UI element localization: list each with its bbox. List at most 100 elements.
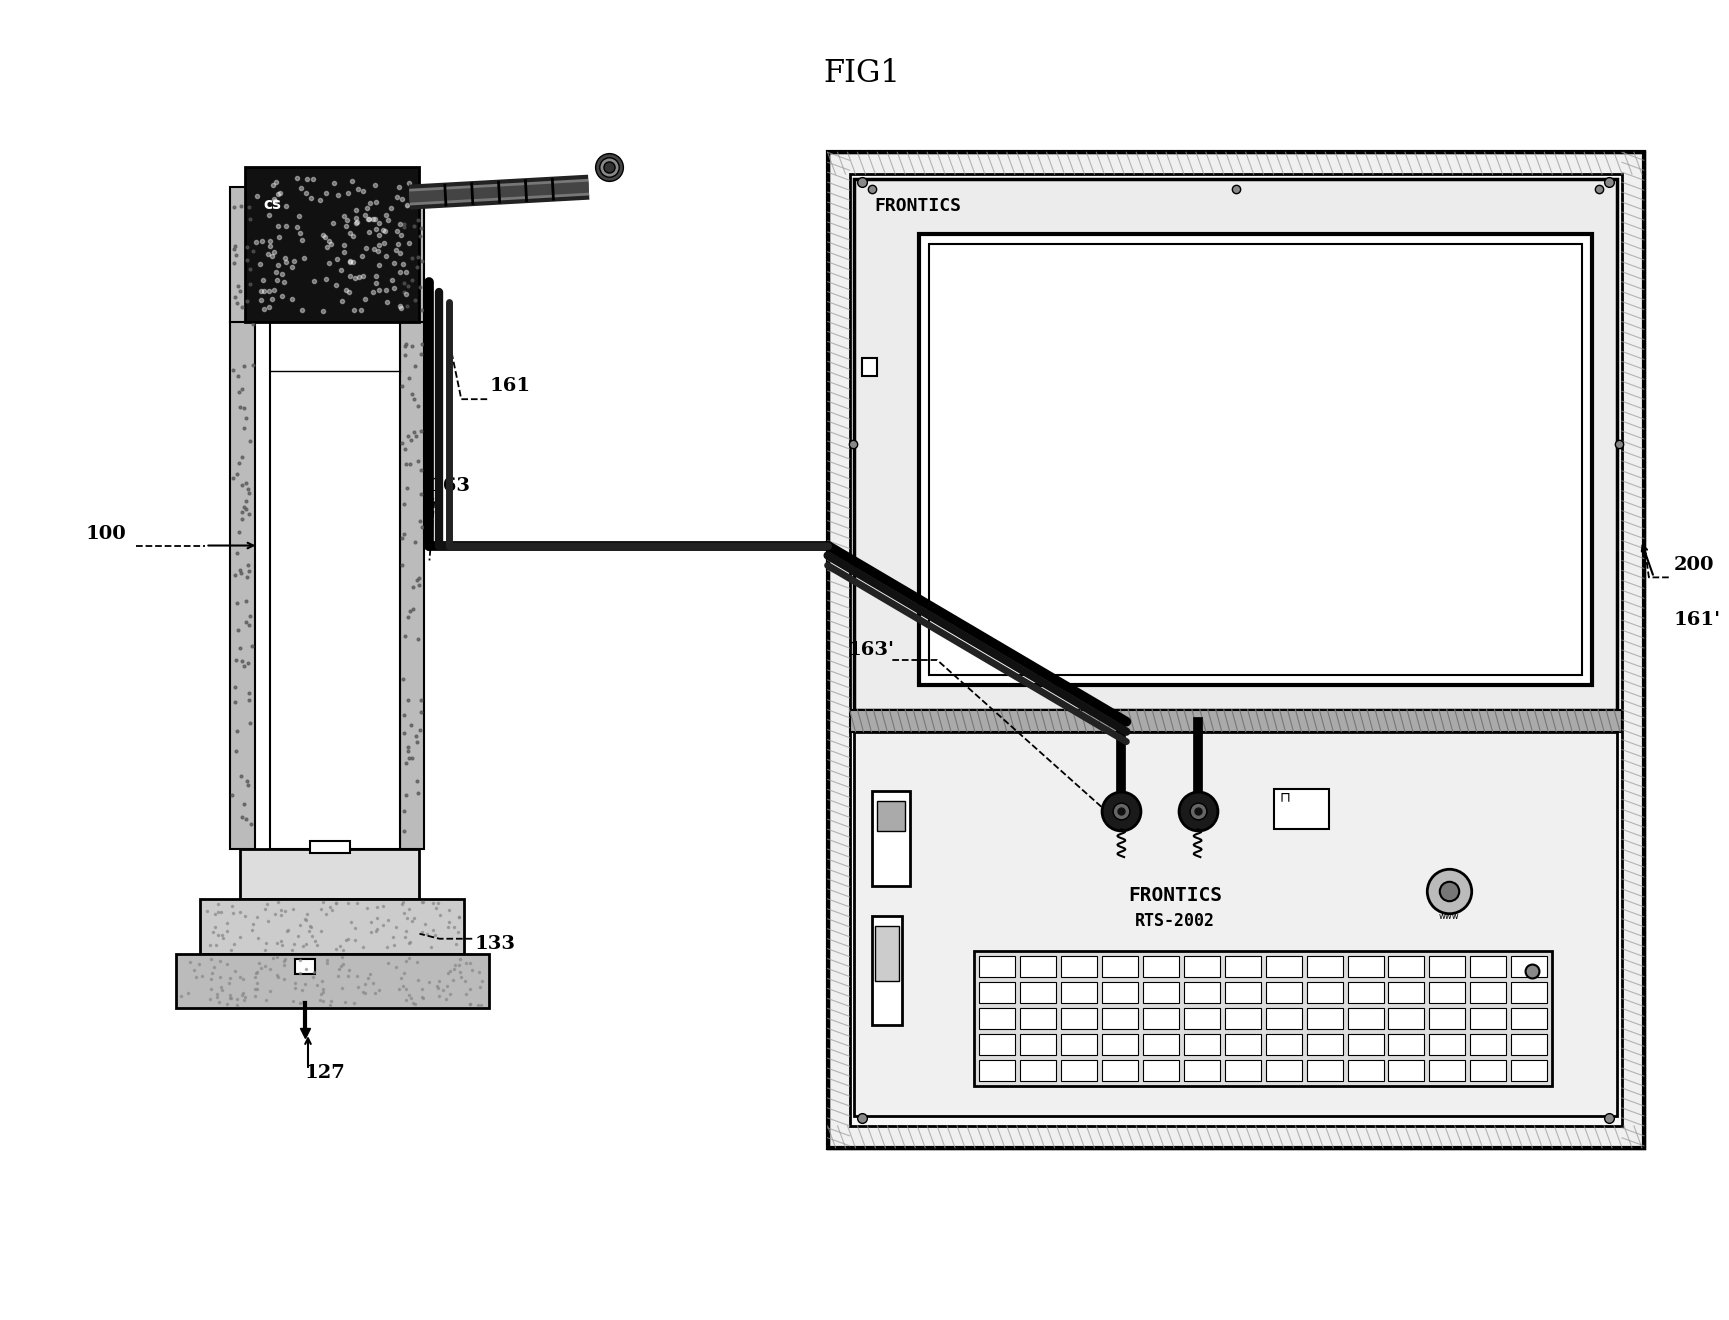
Bar: [1224, 1034, 1260, 1055]
Bar: [873, 916, 903, 1026]
Text: www: www: [1439, 912, 1459, 921]
Bar: [296, 958, 315, 974]
Bar: [1143, 1060, 1179, 1081]
Bar: [854, 731, 1617, 1115]
Bar: [246, 168, 420, 322]
Bar: [1511, 1034, 1547, 1055]
Text: 133: 133: [474, 935, 515, 953]
Bar: [1184, 1007, 1219, 1028]
Bar: [877, 801, 906, 832]
Bar: [1062, 956, 1096, 977]
Bar: [240, 849, 420, 899]
Bar: [1307, 1060, 1342, 1081]
Bar: [230, 187, 256, 849]
Bar: [1430, 1060, 1466, 1081]
Bar: [1062, 1034, 1096, 1055]
Bar: [1511, 982, 1547, 1003]
Bar: [1307, 956, 1342, 977]
Bar: [1184, 956, 1219, 977]
Text: 161': 161': [1674, 611, 1720, 630]
Bar: [854, 180, 1617, 710]
Text: ⊓: ⊓: [1279, 791, 1292, 804]
Bar: [873, 792, 909, 886]
Bar: [973, 950, 1553, 1086]
Bar: [1224, 956, 1260, 977]
Bar: [1307, 1007, 1342, 1028]
Bar: [1062, 1060, 1096, 1081]
Bar: [1347, 956, 1383, 977]
Bar: [979, 1007, 1015, 1028]
Bar: [1143, 1034, 1179, 1055]
Bar: [1266, 956, 1302, 977]
Bar: [309, 841, 349, 853]
Text: 161: 161: [489, 378, 531, 395]
Bar: [1143, 1007, 1179, 1028]
Bar: [979, 1060, 1015, 1081]
Text: cs: cs: [263, 197, 282, 213]
Bar: [1266, 982, 1302, 1003]
Bar: [1184, 1034, 1219, 1055]
Bar: [1470, 1060, 1506, 1081]
Bar: [920, 234, 1592, 685]
Bar: [1101, 956, 1138, 977]
Bar: [979, 956, 1015, 977]
Text: 200: 200: [1674, 557, 1713, 574]
Bar: [1274, 789, 1328, 829]
Bar: [1470, 1007, 1506, 1028]
Bar: [875, 925, 899, 981]
Bar: [1388, 982, 1425, 1003]
Bar: [1511, 1060, 1547, 1081]
Bar: [849, 174, 1622, 1126]
Bar: [1430, 956, 1466, 977]
Bar: [928, 244, 1582, 675]
Bar: [1224, 1007, 1260, 1028]
Bar: [1266, 1060, 1302, 1081]
Text: FRONTICS: FRONTICS: [875, 197, 961, 215]
Bar: [1020, 982, 1056, 1003]
Bar: [1184, 1060, 1219, 1081]
Bar: [270, 322, 399, 849]
Bar: [1020, 956, 1056, 977]
Text: FIG1: FIG1: [823, 58, 899, 88]
Bar: [863, 358, 877, 376]
Bar: [1511, 1007, 1547, 1028]
Bar: [1101, 1060, 1138, 1081]
Bar: [828, 152, 1644, 1148]
Bar: [1224, 982, 1260, 1003]
Text: 100: 100: [86, 524, 126, 543]
Bar: [1101, 1007, 1138, 1028]
Bar: [1224, 1060, 1260, 1081]
Bar: [1388, 1007, 1425, 1028]
Bar: [1388, 1060, 1425, 1081]
Bar: [979, 1034, 1015, 1055]
Text: 163: 163: [429, 477, 470, 495]
Bar: [1347, 1007, 1383, 1028]
Bar: [1062, 1007, 1096, 1028]
Bar: [1266, 1007, 1302, 1028]
Bar: [1388, 1034, 1425, 1055]
Bar: [1347, 982, 1383, 1003]
Bar: [1347, 1034, 1383, 1055]
Bar: [1143, 956, 1179, 977]
Bar: [1143, 982, 1179, 1003]
Text: FRONTICS: FRONTICS: [1127, 887, 1222, 906]
Bar: [1020, 1007, 1056, 1028]
Bar: [1101, 1034, 1138, 1055]
Bar: [1511, 956, 1547, 977]
Bar: [1470, 1034, 1506, 1055]
Text: RTS-2002: RTS-2002: [1134, 912, 1215, 929]
Bar: [1101, 982, 1138, 1003]
Bar: [1388, 956, 1425, 977]
Text: 127: 127: [304, 1064, 346, 1082]
Bar: [1470, 982, 1506, 1003]
Bar: [176, 953, 489, 1008]
Bar: [1307, 982, 1342, 1003]
Bar: [1307, 1034, 1342, 1055]
Bar: [1430, 1034, 1466, 1055]
Bar: [1347, 1060, 1383, 1081]
Bar: [1266, 1034, 1302, 1055]
Bar: [1020, 1060, 1056, 1081]
Bar: [1184, 982, 1219, 1003]
Bar: [399, 187, 424, 849]
Bar: [201, 899, 465, 953]
